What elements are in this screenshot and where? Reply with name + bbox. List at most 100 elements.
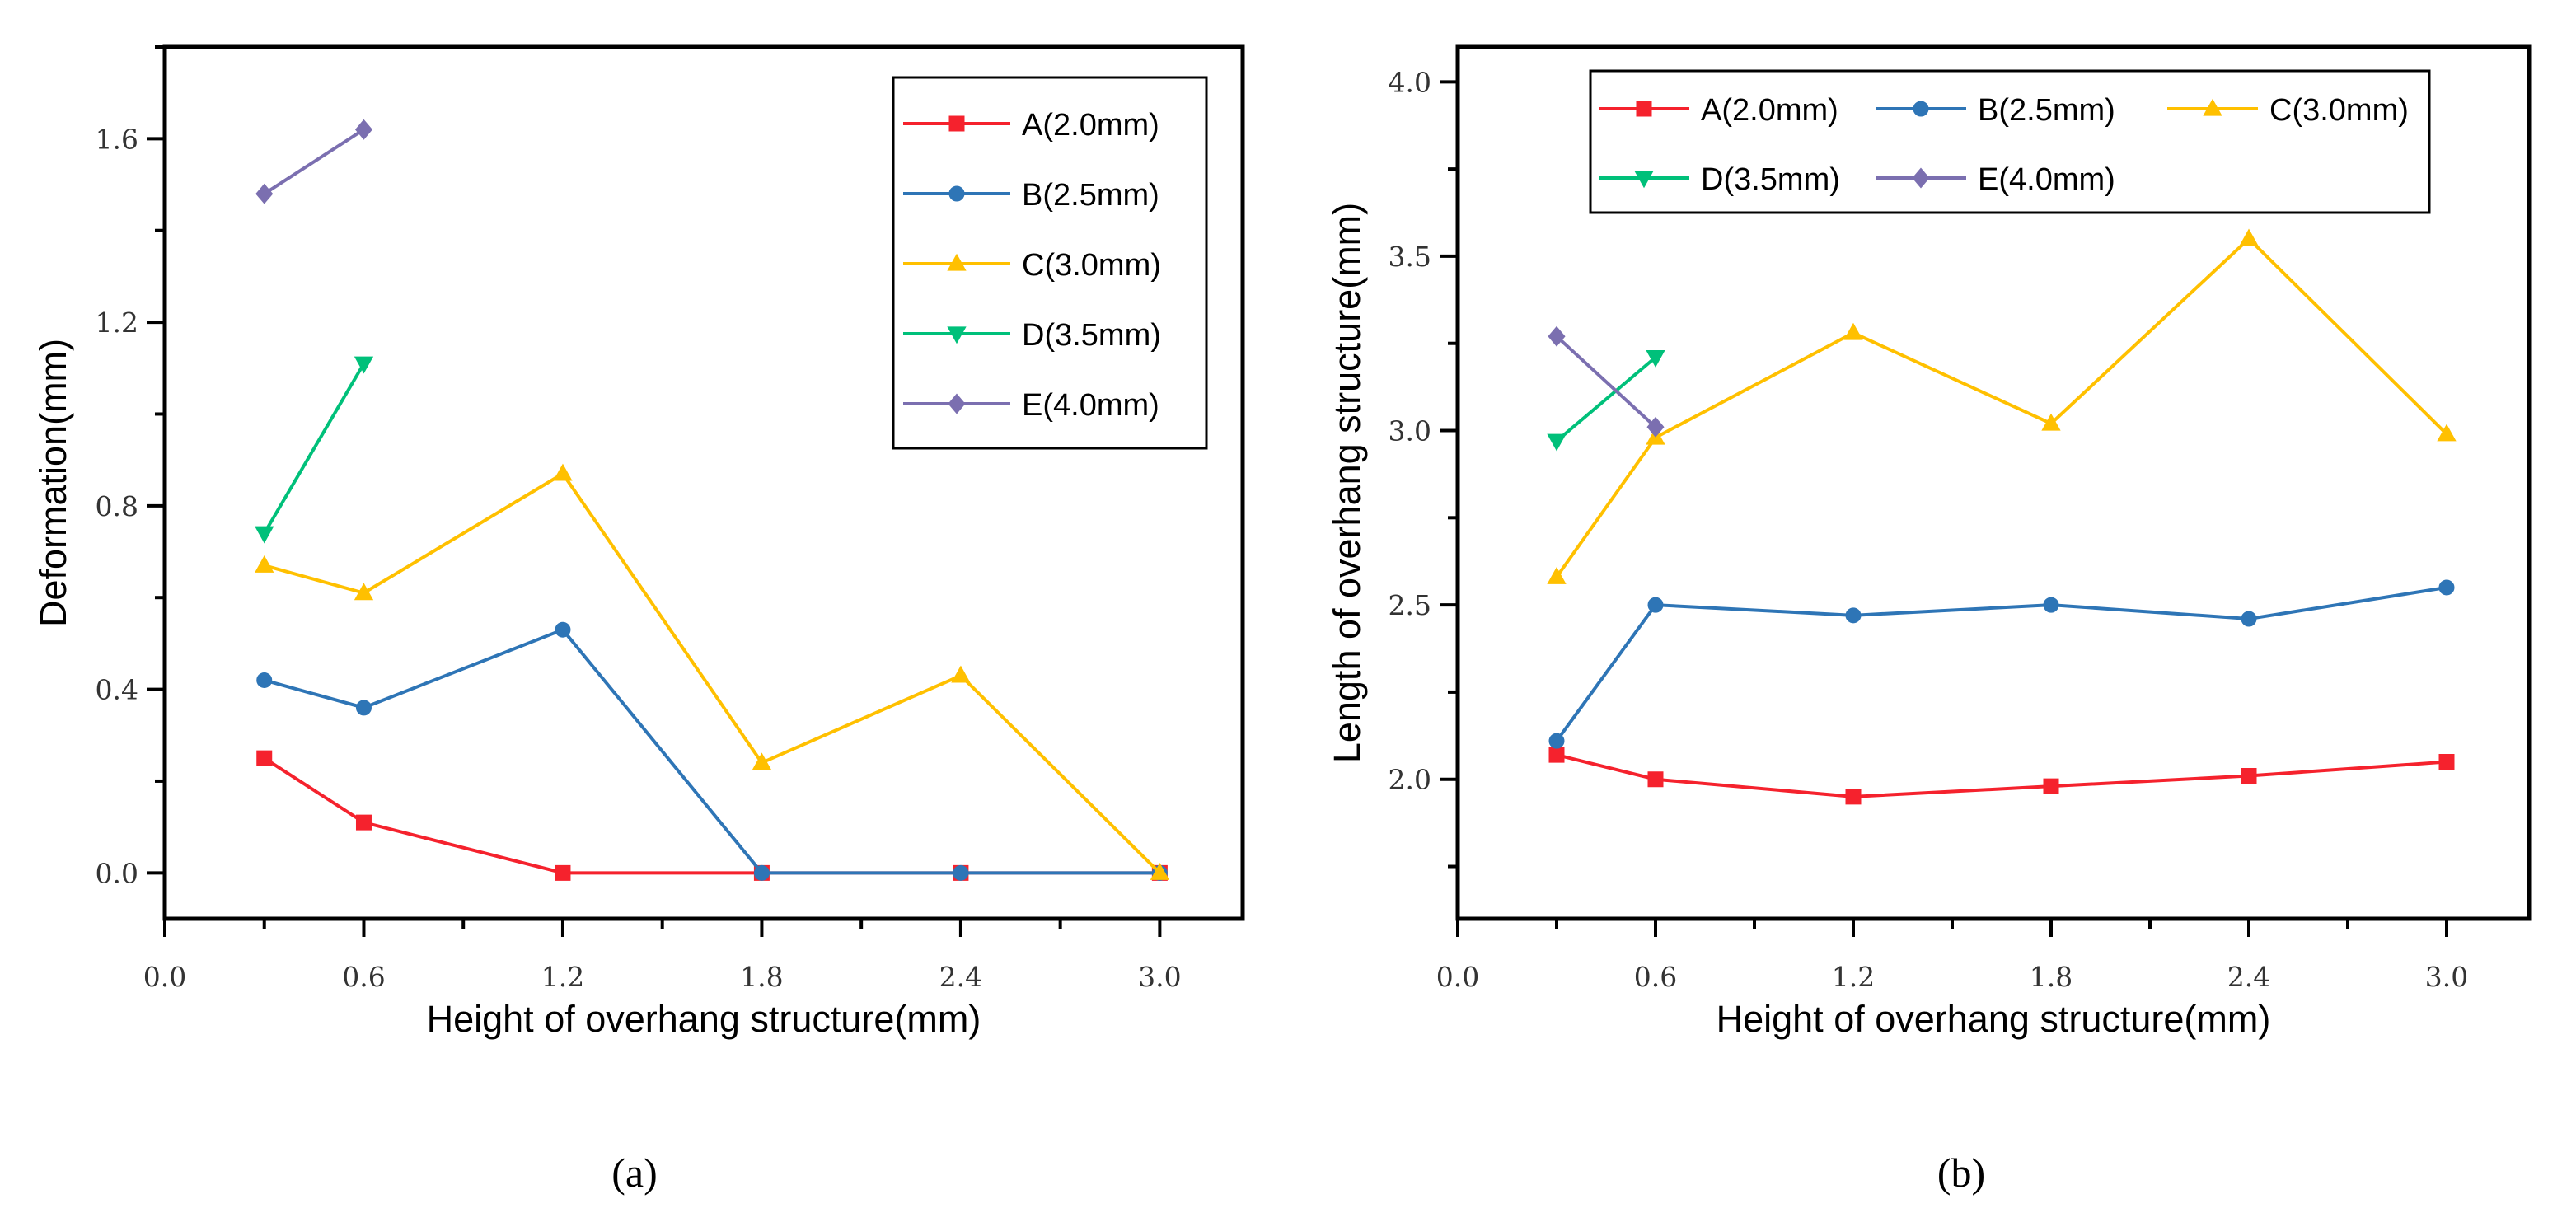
series-line-B-b (1555, 585, 2447, 742)
legend-marker-A-a (948, 115, 965, 132)
series-line-B-a (264, 627, 1160, 875)
y-tick-label-a: 0.0 (96, 857, 138, 889)
x-tick-label-a: 0.0 (143, 961, 186, 993)
data-point-B-a (555, 621, 571, 638)
data-point-C-b (2041, 413, 2061, 431)
series-line-D-b (1555, 356, 1657, 442)
data-point-C-b (2437, 424, 2457, 442)
data-point-B-a (256, 672, 273, 688)
data-point-B-b (1647, 597, 1664, 613)
series-line-E-a (263, 128, 365, 195)
data-point-C-b (2239, 228, 2259, 246)
data-point-B-b (2241, 611, 2257, 627)
x-tick-label-b: 3.0 (2425, 961, 2468, 993)
legend-label-B-b: B(2.5mm) (1978, 93, 2115, 128)
y-tick-label-b: 3.5 (1389, 241, 1431, 273)
data-point-D-a (354, 356, 374, 374)
plot-frame-b (1455, 44, 2532, 921)
data-point-A-a (256, 750, 273, 766)
data-point-C-b (1547, 566, 1567, 584)
data-point-C-b (1843, 322, 1863, 340)
data-point-E-a (255, 183, 274, 204)
x-tick-label-b: 1.8 (2030, 961, 2073, 993)
legend-marker-C-b (2203, 98, 2222, 116)
x-tick-label-a: 3.0 (1138, 961, 1181, 993)
y-tick-label-b: 2.5 (1389, 589, 1431, 621)
legend-marker-C-a (947, 253, 967, 271)
data-point-A-b (1647, 771, 1664, 788)
legend-marker-E-a (948, 393, 966, 414)
series-line-A-a (263, 756, 1160, 875)
legend-label-A-a: A(2.0mm) (1022, 108, 1159, 143)
series-line-A-b (1556, 753, 2447, 798)
legend-label-D-a: D(3.5mm) (1022, 318, 1161, 353)
legend-label-B-a: B(2.5mm) (1022, 178, 1159, 213)
data-point-E-b (1646, 416, 1665, 438)
data-point-E-a (354, 119, 373, 140)
data-point-D-b (1646, 350, 1665, 368)
data-point-A-b (2438, 754, 2455, 770)
data-point-A-b (2241, 767, 2257, 784)
y-axis-title-a: Deformation(mm) (32, 339, 74, 627)
data-point-B-a (355, 700, 372, 716)
legend-label-A-b: A(2.0mm) (1701, 93, 1838, 128)
x-tick-label-a: 1.8 (740, 961, 783, 993)
data-point-B-a (753, 864, 770, 881)
data-point-A-b (2043, 778, 2059, 794)
data-point-B-b (2043, 597, 2059, 613)
legend-marker-D-a (947, 326, 967, 344)
data-point-D-b (1547, 433, 1567, 452)
y-tick-label-b: 4.0 (1389, 66, 1431, 98)
series-line-C-b (1555, 236, 2448, 578)
data-point-B-b (1845, 607, 1862, 624)
y-tick-label-a: 1.2 (96, 307, 138, 339)
legend-marker-B-b (1913, 101, 1929, 117)
legend-marker-A-b (1636, 101, 1652, 117)
panel-a: 0.0 0.6 1.2 1.8 2.4 3.0 0.0 0.4 0.8 1.2 1.6 Height … (32, 44, 1245, 1040)
data-point-C-a (553, 463, 573, 481)
data-point-A-a (555, 864, 571, 881)
data-point-C-a (951, 665, 971, 683)
y-tick-label-b: 2.0 (1389, 764, 1431, 796)
y-axis-title-b: Length of overhang structure(mm) (1326, 203, 1368, 763)
data-point-C-a (1150, 863, 1170, 880)
x-tick-label-b: 2.4 (2227, 961, 2270, 993)
x-axis-title-a: Height of overhang structure(mm) (427, 998, 981, 1040)
legend-label-E-a: E(4.0mm) (1022, 388, 1159, 423)
legend-label-C-b: C(3.0mm) (2269, 93, 2409, 128)
legend-marker-E-b (1912, 167, 1930, 189)
legend-label-E-b: E(4.0mm) (1978, 162, 2115, 197)
x-tick-label-a: 2.4 (939, 961, 982, 993)
data-point-C-a (354, 583, 374, 601)
series-line-C-a (264, 471, 1161, 874)
y-tick-label-a: 0.8 (96, 490, 138, 522)
legend-marker-B-a (948, 185, 965, 202)
y-tick-label-a: 1.6 (96, 123, 138, 155)
data-point-A-b (1548, 747, 1565, 763)
series-line-D-a (263, 363, 366, 535)
x-tick-label-a: 1.2 (541, 961, 584, 993)
data-point-D-a (255, 526, 274, 544)
x-tick-label-b: 1.2 (1832, 961, 1875, 993)
series-line-E-b (1555, 335, 1657, 428)
y-tick-label-a: 0.4 (96, 674, 138, 706)
legend-box-b (1589, 69, 2431, 214)
x-axis-title-b: Height of overhang structure(mm) (1717, 998, 2271, 1040)
plot-frame-a (162, 44, 1245, 921)
x-tick-label-b: 0.6 (1634, 961, 1677, 993)
data-point-B-b (1548, 733, 1565, 749)
data-point-A-b (1845, 789, 1862, 805)
legend-label-D-b: D(3.5mm) (1701, 162, 1840, 197)
data-point-E-b (1548, 325, 1566, 347)
data-point-A-a (355, 814, 372, 831)
data-point-B-b (2438, 579, 2455, 596)
legend-marker-D-b (1634, 171, 1654, 189)
legend-label-C-a: C(3.0mm) (1022, 248, 1161, 283)
caption-b: (b) (1937, 1149, 1985, 1196)
data-point-C-a (255, 555, 274, 573)
y-tick-label-b: 3.0 (1389, 415, 1431, 447)
data-point-C-a (752, 752, 772, 770)
data-point-B-a (953, 864, 969, 881)
panel-b: 0.0 0.6 1.2 1.8 2.4 3.0 2.0 2.5 3.0 3.5 4.0 Height … (1326, 44, 2532, 1040)
